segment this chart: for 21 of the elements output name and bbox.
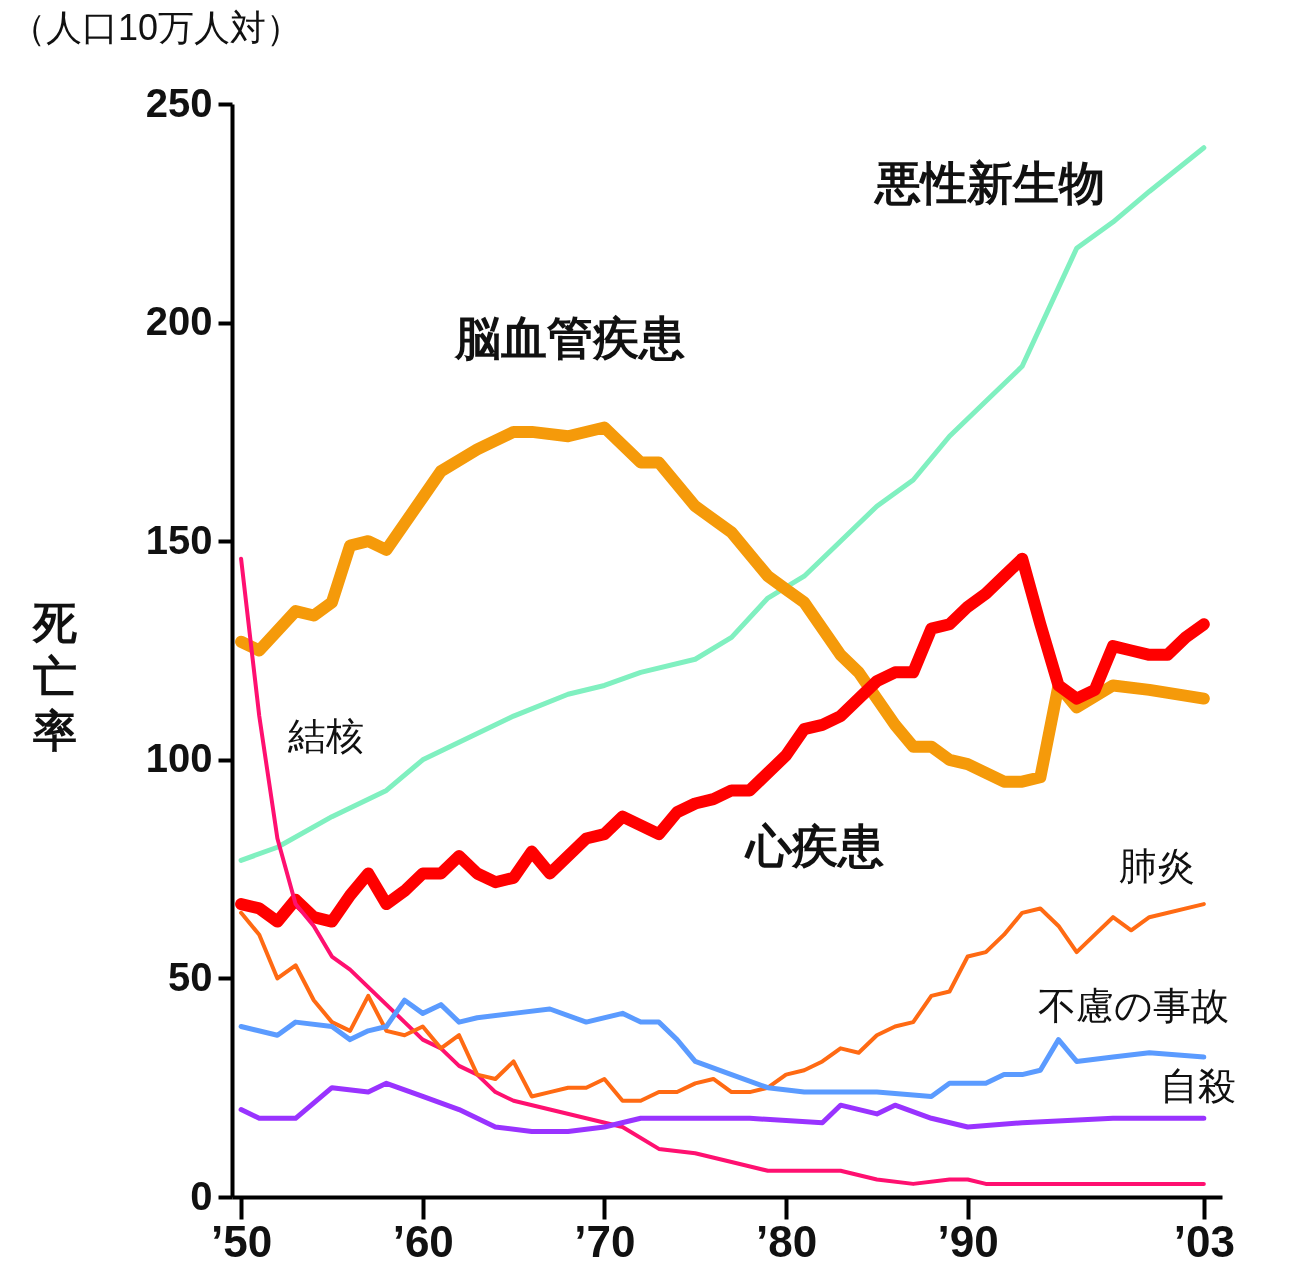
series-label: 不慮の事故 [1037, 985, 1229, 1027]
y-axis-title: 死亡率 [31, 597, 77, 755]
y-tick-label: 100 [145, 736, 213, 781]
x-tick-label: ’03 [1173, 1216, 1235, 1266]
x-tick-label: ’50 [211, 1216, 273, 1266]
x-tick-label: ’90 [937, 1216, 999, 1266]
y-tick-label: 200 [145, 299, 213, 344]
y-tick-label: 250 [145, 80, 213, 125]
chart-title: （人口10万人対） [10, 7, 303, 48]
series-label: 結核 [287, 715, 364, 757]
series-label: 脳血管疾患 [454, 312, 685, 364]
x-tick-label: ’70 [574, 1216, 636, 1266]
y-tick-label: 50 [168, 954, 213, 999]
y-tick-label: 150 [145, 517, 213, 562]
series-label: 悪性新生物 [873, 157, 1105, 209]
series-label: 心疾患 [744, 820, 884, 872]
x-tick-label: ’60 [392, 1216, 454, 1266]
series-label: 自殺 [1160, 1065, 1236, 1107]
x-tick-label: ’80 [755, 1216, 818, 1266]
y-tick-label: 0 [190, 1173, 213, 1218]
series-label: 肺炎 [1119, 845, 1195, 887]
